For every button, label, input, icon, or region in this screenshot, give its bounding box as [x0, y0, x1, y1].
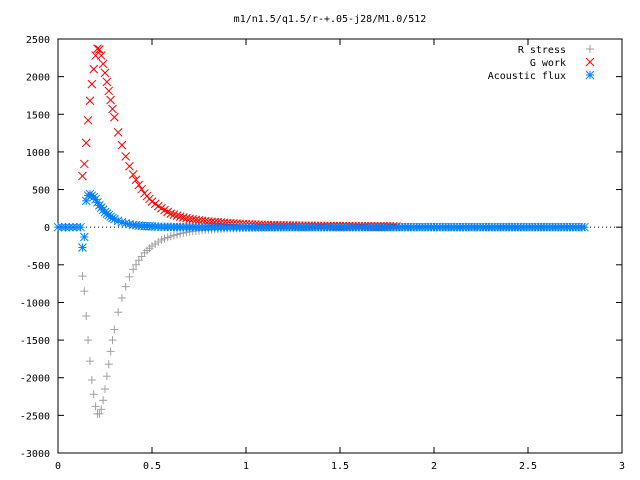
- data-point: [166, 209, 176, 218]
- data-point: [106, 95, 115, 105]
- series-marks: [53, 44, 589, 418]
- data-point: [78, 272, 87, 281]
- legend-label: G work: [530, 58, 566, 69]
- y-tick-label: -2500: [20, 411, 50, 422]
- data-point: [99, 396, 108, 405]
- data-point: [79, 232, 89, 242]
- data-point: [580, 222, 589, 232]
- series-0: [78, 223, 401, 418]
- data-point: [117, 140, 127, 150]
- data-point: [125, 161, 134, 171]
- data-point: [104, 360, 113, 369]
- y-tick-label: -1500: [20, 336, 50, 347]
- axis-ticks: [57, 38, 623, 454]
- data-point: [121, 282, 130, 291]
- data-point-interp: [131, 175, 141, 185]
- data-point: [102, 77, 112, 87]
- data-point: [89, 390, 98, 399]
- plot-frame: [57, 38, 623, 454]
- legend-marker: [586, 45, 594, 53]
- data-point: [83, 115, 93, 125]
- data-point: [80, 287, 89, 296]
- data-point: [100, 68, 110, 78]
- data-point: [102, 372, 111, 381]
- legend-label: Acoustic flux: [488, 71, 566, 82]
- data-point: [110, 112, 119, 122]
- data-point-interp: [132, 260, 141, 269]
- legend-marker: [585, 70, 595, 80]
- data-point: [113, 127, 123, 137]
- y-tick-label: -3000: [20, 449, 50, 460]
- x-tick-label: 0: [55, 461, 61, 472]
- series-1: [78, 44, 401, 231]
- series-2: [78, 189, 589, 252]
- data-point: [81, 138, 91, 148]
- data-point: [96, 51, 106, 60]
- y-tick-label: -500: [26, 261, 50, 272]
- data-point: [104, 86, 114, 96]
- data-point: [79, 159, 89, 169]
- x-tick-label: 0.5: [143, 461, 161, 472]
- data-point: [76, 222, 85, 232]
- y-tick-label: 2500: [26, 35, 50, 46]
- data-point: [89, 64, 99, 74]
- chart-title: m1/n1.5/q1.5/r-+.05-j28/M1.0/512: [234, 14, 427, 25]
- data-point-interp: [172, 211, 182, 220]
- data-point: [84, 336, 93, 345]
- y-tick-label: 1500: [26, 110, 50, 121]
- y-tick-label: 2000: [26, 73, 50, 84]
- data-point: [85, 96, 95, 106]
- y-tick-label: 1000: [26, 148, 50, 159]
- x-tick-label: 2.5: [519, 461, 537, 472]
- x-tick-label: 2: [431, 461, 437, 472]
- data-point: [85, 357, 94, 366]
- data-point: [106, 347, 115, 356]
- data-point-interp: [137, 184, 147, 194]
- data-point: [108, 104, 117, 114]
- data-point: [128, 170, 138, 179]
- data-point: [114, 308, 123, 317]
- data-point: [121, 152, 131, 161]
- x-tick-label: 1: [243, 461, 249, 472]
- y-tick-label: -1000: [20, 298, 50, 309]
- y-tick-label: 0: [44, 223, 50, 234]
- data-point: [91, 402, 100, 411]
- data-point: [87, 79, 97, 89]
- data-point: [82, 312, 91, 321]
- data-point: [134, 180, 144, 190]
- data-point-interp: [169, 210, 179, 219]
- data-point: [93, 44, 102, 54]
- data-point: [98, 59, 108, 69]
- data-point: [125, 272, 134, 281]
- data-point: [78, 243, 87, 252]
- x-tick-label: 3: [619, 461, 625, 472]
- data-point: [110, 325, 119, 334]
- data-point: [97, 405, 106, 414]
- data-point: [87, 375, 96, 384]
- x-tick-labels: 0 0.5 1 1.5 2 2.5 3: [55, 461, 625, 472]
- data-point: [129, 265, 138, 274]
- y-tick-labels: 2500 2000 1500 1000 500 0 -500 -1000 -1500 -2000 -…: [20, 35, 50, 460]
- legend: R stress G work Acoustic flux: [488, 45, 595, 82]
- x-tick-label: 1.5: [331, 461, 349, 472]
- data-point: [95, 409, 104, 418]
- series-3: [53, 222, 85, 232]
- data-point: [78, 171, 87, 181]
- data-point: [101, 385, 109, 394]
- data-point: [117, 293, 126, 302]
- legend-label: R stress: [518, 45, 566, 56]
- legend-marker: [585, 57, 595, 67]
- y-tick-label: -2000: [20, 374, 50, 385]
- y-tick-label: 500: [32, 186, 50, 197]
- data-point: [108, 336, 117, 345]
- data-point: [95, 45, 104, 54]
